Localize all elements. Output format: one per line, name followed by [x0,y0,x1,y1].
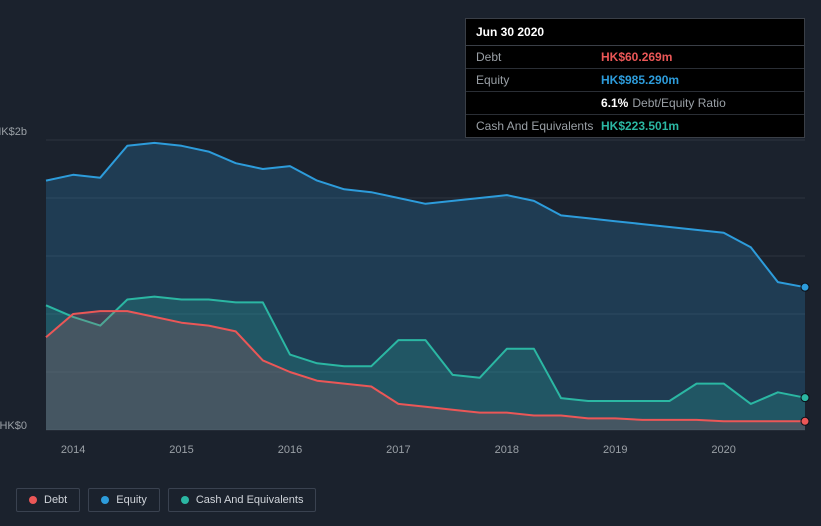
chart-legend: Debt Equity Cash And Equivalents [16,488,316,512]
tooltip-row: EquityHK$985.290m [466,69,804,92]
tooltip-row-label: Equity [476,73,601,87]
x-axis: 2014 2015 2016 2017 2018 2019 2020 [46,444,805,464]
x-axis-tick: 2018 [495,444,519,456]
legend-label: Equity [116,494,147,506]
legend-label: Cash And Equivalents [196,494,304,506]
tooltip-row-suffix: Debt/Equity Ratio [632,96,725,110]
area-chart[interactable]: HK$2b HK$0 [16,120,805,440]
x-axis-tick: 2020 [711,444,735,456]
tooltip-row-label: Debt [476,50,601,64]
series-end-marker [801,417,809,425]
series-end-marker [801,283,809,291]
x-axis-tick: 2017 [386,444,410,456]
legend-label: Debt [44,494,67,506]
series-end-marker [801,394,809,402]
legend-item[interactable]: Cash And Equivalents [168,488,317,512]
plot-area [46,140,805,430]
legend-swatch [29,496,37,504]
chart-tooltip: Jun 30 2020 DebtHK$60.269mEquityHK$985.2… [465,18,805,138]
tooltip-row-value: 6.1%Debt/Equity Ratio [601,96,794,110]
tooltip-row-value: HK$223.501m [601,119,794,133]
legend-item[interactable]: Equity [88,488,160,512]
y-axis-label-bottom: HK$0 [0,420,27,432]
x-axis-tick: 2016 [278,444,302,456]
tooltip-row: 6.1%Debt/Equity Ratio [466,92,804,115]
y-axis-label-top: HK$2b [0,126,27,138]
x-axis-tick: 2015 [169,444,193,456]
tooltip-row: Cash And EquivalentsHK$223.501m [466,115,804,137]
legend-swatch [181,496,189,504]
tooltip-date: Jun 30 2020 [466,19,804,46]
tooltip-row: DebtHK$60.269m [466,46,804,69]
x-axis-tick: 2014 [61,444,85,456]
tooltip-row-label [476,96,601,110]
tooltip-row-value: HK$60.269m [601,50,794,64]
x-axis-tick: 2019 [603,444,627,456]
tooltip-row-label: Cash And Equivalents [476,119,601,133]
legend-item[interactable]: Debt [16,488,80,512]
tooltip-row-value: HK$985.290m [601,73,794,87]
legend-swatch [101,496,109,504]
